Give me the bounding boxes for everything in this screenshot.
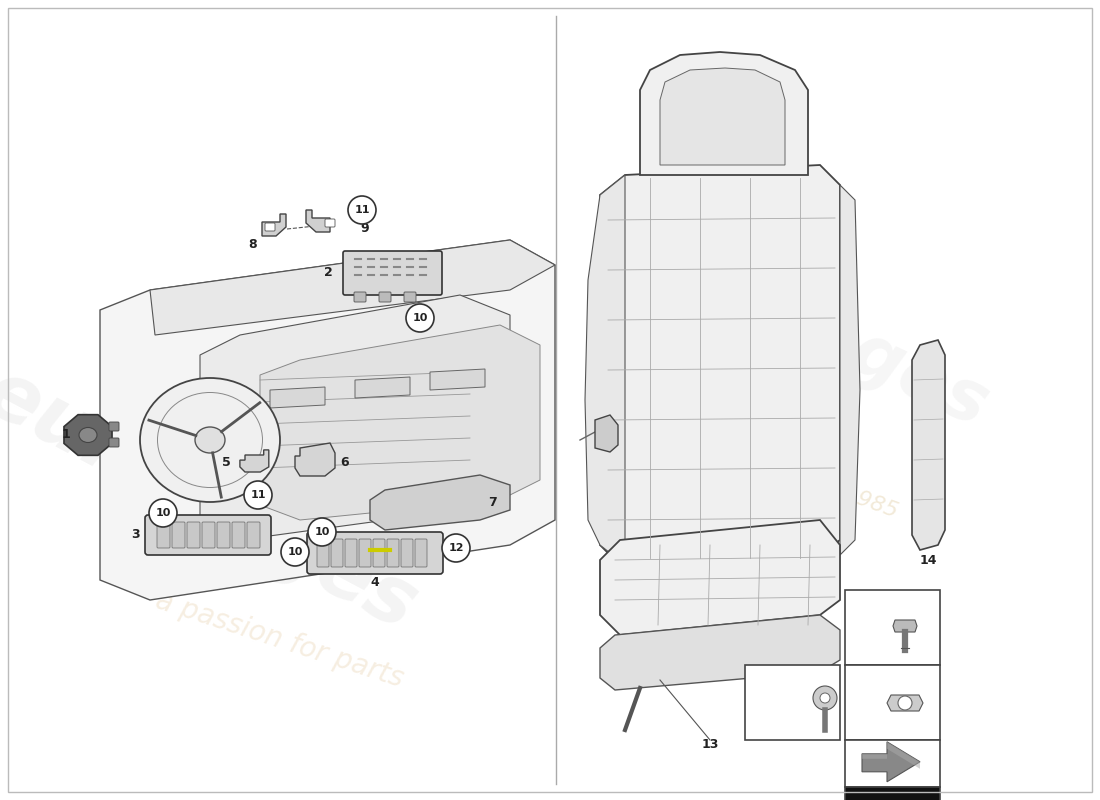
- FancyBboxPatch shape: [379, 292, 390, 302]
- FancyBboxPatch shape: [265, 223, 275, 231]
- Text: 11: 11: [354, 205, 370, 215]
- FancyBboxPatch shape: [845, 665, 940, 740]
- FancyBboxPatch shape: [157, 522, 170, 548]
- Text: 11: 11: [849, 623, 865, 633]
- FancyBboxPatch shape: [745, 665, 840, 740]
- FancyBboxPatch shape: [359, 539, 371, 567]
- Text: 3: 3: [131, 529, 140, 542]
- Text: 7: 7: [488, 495, 497, 509]
- FancyBboxPatch shape: [845, 590, 940, 665]
- Text: a passion for parts: a passion for parts: [153, 586, 407, 694]
- FancyBboxPatch shape: [217, 522, 230, 548]
- Polygon shape: [150, 240, 556, 335]
- FancyBboxPatch shape: [324, 219, 336, 227]
- FancyBboxPatch shape: [845, 786, 940, 800]
- FancyBboxPatch shape: [109, 422, 119, 431]
- Polygon shape: [887, 695, 923, 711]
- Circle shape: [442, 534, 470, 562]
- Polygon shape: [170, 400, 226, 435]
- FancyBboxPatch shape: [172, 522, 185, 548]
- Circle shape: [244, 481, 272, 509]
- Polygon shape: [595, 415, 618, 452]
- Polygon shape: [600, 165, 840, 565]
- Text: parts since 1985: parts since 1985: [719, 439, 901, 521]
- Text: 2: 2: [324, 266, 333, 279]
- Text: 9: 9: [360, 222, 368, 234]
- Polygon shape: [640, 52, 808, 175]
- Polygon shape: [840, 185, 860, 555]
- FancyBboxPatch shape: [343, 251, 442, 295]
- Ellipse shape: [195, 427, 226, 453]
- Text: 10: 10: [412, 313, 428, 323]
- FancyBboxPatch shape: [307, 532, 443, 574]
- FancyBboxPatch shape: [232, 522, 245, 548]
- Text: 5: 5: [222, 457, 231, 470]
- FancyBboxPatch shape: [202, 522, 215, 548]
- Text: europages: europages: [0, 353, 430, 647]
- Polygon shape: [600, 615, 840, 690]
- Circle shape: [813, 686, 837, 710]
- FancyBboxPatch shape: [109, 438, 119, 447]
- Polygon shape: [355, 377, 410, 398]
- Polygon shape: [306, 210, 330, 232]
- FancyBboxPatch shape: [404, 292, 416, 302]
- Polygon shape: [862, 742, 920, 782]
- Circle shape: [898, 696, 912, 710]
- FancyBboxPatch shape: [145, 515, 271, 555]
- Polygon shape: [862, 742, 920, 769]
- Polygon shape: [585, 175, 625, 565]
- FancyBboxPatch shape: [415, 539, 427, 567]
- Text: 6: 6: [340, 455, 349, 469]
- FancyBboxPatch shape: [402, 539, 412, 567]
- FancyBboxPatch shape: [187, 522, 200, 548]
- Text: 10: 10: [849, 698, 865, 708]
- Polygon shape: [660, 68, 785, 165]
- Text: 12: 12: [746, 698, 761, 708]
- Polygon shape: [100, 240, 556, 600]
- Circle shape: [308, 518, 336, 546]
- Circle shape: [406, 304, 434, 332]
- Text: 10: 10: [287, 547, 303, 557]
- Circle shape: [348, 196, 376, 224]
- FancyBboxPatch shape: [845, 740, 940, 786]
- Text: europages: europages: [581, 198, 1000, 442]
- Polygon shape: [270, 387, 324, 408]
- Circle shape: [820, 693, 830, 703]
- Text: 13: 13: [702, 738, 718, 751]
- Polygon shape: [295, 443, 336, 476]
- FancyBboxPatch shape: [354, 292, 366, 302]
- Ellipse shape: [140, 378, 280, 502]
- Text: 4: 4: [371, 577, 380, 590]
- FancyBboxPatch shape: [373, 539, 385, 567]
- Text: 12: 12: [449, 543, 464, 553]
- Text: 10: 10: [155, 508, 170, 518]
- FancyBboxPatch shape: [248, 522, 260, 548]
- Text: 11: 11: [251, 490, 266, 500]
- Text: 14: 14: [920, 554, 937, 566]
- FancyBboxPatch shape: [387, 539, 399, 567]
- Text: 8: 8: [249, 238, 257, 250]
- FancyBboxPatch shape: [345, 539, 358, 567]
- Polygon shape: [262, 214, 286, 236]
- Circle shape: [148, 499, 177, 527]
- Polygon shape: [912, 340, 945, 550]
- Polygon shape: [240, 450, 268, 472]
- Polygon shape: [370, 475, 510, 530]
- Polygon shape: [600, 520, 840, 635]
- Polygon shape: [893, 620, 917, 632]
- Polygon shape: [200, 295, 510, 540]
- Polygon shape: [64, 414, 112, 455]
- Ellipse shape: [79, 427, 97, 442]
- FancyBboxPatch shape: [331, 539, 343, 567]
- Text: 1: 1: [62, 429, 70, 442]
- FancyBboxPatch shape: [317, 539, 329, 567]
- Text: 10: 10: [315, 527, 330, 537]
- Polygon shape: [260, 325, 540, 520]
- Polygon shape: [430, 369, 485, 390]
- Circle shape: [280, 538, 309, 566]
